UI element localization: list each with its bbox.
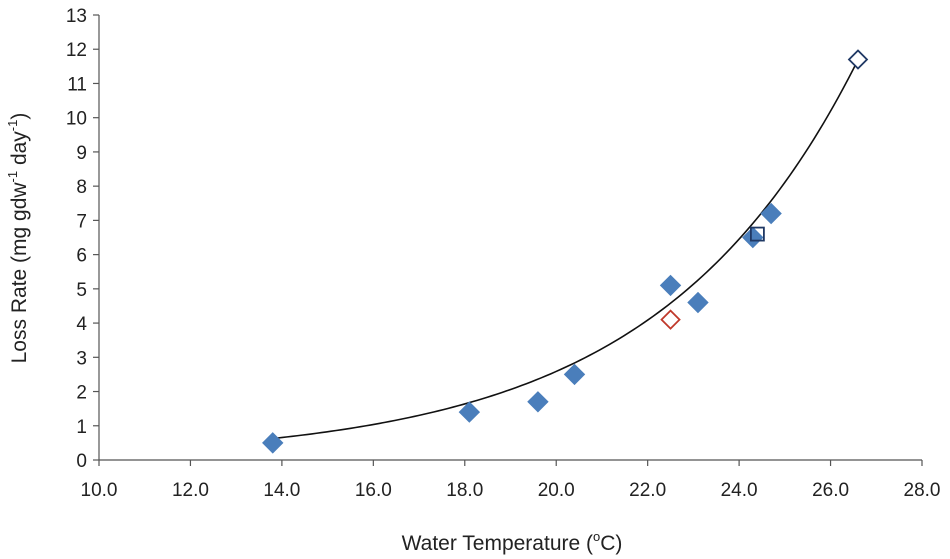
y-tick-label: 4: [76, 314, 87, 335]
x-tick-label: 24.0: [721, 480, 758, 501]
y-tick-label: 8: [76, 177, 87, 198]
y-tick-label: 5: [76, 280, 87, 301]
y-tick-label: 1: [76, 417, 87, 438]
data-point-open-diamond: [660, 309, 681, 330]
data-point-filled-diamond: [458, 401, 481, 423]
x-tick-label: 12.0: [172, 480, 209, 501]
trendline-layer: [272, 59, 859, 440]
x-tick-label: 22.0: [629, 480, 666, 501]
data-point-open-diamond: [847, 49, 869, 70]
y-tick-label: 7: [76, 211, 87, 232]
data-point-filled-diamond: [659, 274, 682, 297]
y-tick-label: 2: [76, 383, 87, 404]
data-point-open-square: [750, 226, 765, 242]
x-tick-label: 20.0: [538, 480, 575, 501]
axes: [98, 15, 922, 461]
data-points: [262, 49, 869, 454]
exponential-trendline: [272, 59, 859, 440]
data-point-filled-diamond: [760, 202, 782, 225]
x-tick-label: 28.0: [904, 480, 941, 501]
data-point-filled-diamond: [563, 363, 586, 386]
y-tick-label: 12: [66, 40, 87, 61]
x-axis-title: Water Temperature (oC): [402, 529, 623, 555]
y-tick-label: 9: [76, 143, 87, 164]
y-tick-label: 13: [66, 6, 87, 27]
y-axis-title: Loss Rate (mg gdw-1 day-1): [5, 113, 31, 364]
x-tick-label: 18.0: [446, 480, 483, 501]
x-tick-label: 16.0: [355, 480, 392, 501]
y-tick-label: 11: [67, 74, 87, 95]
y-tick-label: 6: [76, 246, 87, 267]
x-tick-label: 10.0: [81, 480, 118, 501]
y-tick-label: 10: [66, 109, 87, 130]
x-tick-label: 14.0: [263, 480, 300, 501]
x-tick-label: 26.0: [812, 480, 849, 501]
x-axis-ticks: 10.0 12.0 14.0 16.0 18.0 20.0 22.0 24.0 26.0 28.0: [81, 460, 941, 501]
data-point-filled-diamond: [742, 226, 764, 249]
y-tick-label: 3: [76, 348, 87, 369]
data-point-filled-diamond: [687, 291, 709, 314]
data-point-filled-diamond: [262, 432, 284, 454]
data-point-filled-diamond: [527, 391, 549, 413]
y-tick-label: 0: [76, 451, 87, 472]
